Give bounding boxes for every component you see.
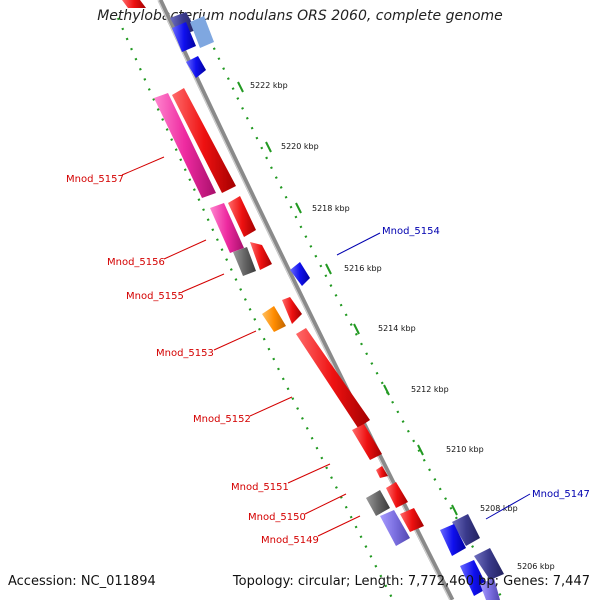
gene-lav-right [480,578,500,600]
gene-mnod-5157 [154,93,216,198]
tick-label-5208: 5208 kbp [480,504,518,513]
gene-blue-right-1 [440,524,466,556]
gene-mnod-5149 [380,510,410,546]
gene-mnod-5150 [366,490,390,516]
gene-red-7 [400,508,424,532]
gene-red-2 [228,196,256,237]
label-mnod-5150[interactable]: Mnod_5150 [248,512,306,523]
gene-slate-right-2 [474,548,504,580]
genome-summary-text: Topology: circular; Length: 7,772,460 bp… [232,574,590,589]
tick-label-5212: 5212 kbp [411,385,449,394]
gene-red-5 [352,424,382,460]
genome-backbone [157,0,455,600]
gene-red-3 [250,242,272,270]
gene-red-4 [282,297,302,324]
tick-label-5214: 5214 kbp [378,324,416,333]
label-mnod-5157[interactable]: Mnod_5157 [66,174,124,185]
tick-label-5206: 5206 kbp [517,562,555,571]
tick-label-5220: 5220 kbp [281,142,319,151]
label-mnod-5152[interactable]: Mnod_5152 [193,414,251,425]
gene-red-large-1 [172,88,236,193]
gene-mnod-5151 [386,482,408,508]
backbone-highlight [157,0,451,600]
label-mnod-5147[interactable]: Mnod_5147 [532,489,590,500]
gene-top-lightblue [190,16,214,48]
gene-mnod-5155 [233,247,256,276]
label-leader-lines [121,156,531,537]
gene-mnod-5152 [296,328,370,428]
gene-mnod-5156 [210,203,244,253]
gene-top-red-partial [122,0,146,8]
label-mnod-5155[interactable]: Mnod_5155 [126,291,184,302]
tick-label-5222: 5222 kbp [250,81,288,90]
gene-blue-right-2 [460,560,488,596]
gene-red-6 [376,466,388,478]
gene-top-blue-1 [172,22,196,52]
accession-text: Accession: NC_011894 [8,574,156,589]
label-mnod-5153[interactable]: Mnod_5153 [156,348,214,359]
gene-mnod-5153 [262,306,286,332]
label-mnod-5154[interactable]: Mnod_5154 [382,226,440,237]
label-mnod-5151[interactable]: Mnod_5151 [231,482,289,493]
gene-mnod-5147 [452,514,480,546]
gene-features [122,0,504,600]
tick-label-5216: 5216 kbp [344,264,382,273]
label-mnod-5149[interactable]: Mnod_5149 [261,535,319,546]
tick-label-5218: 5218 kbp [312,204,350,213]
tick-label-5210: 5210 kbp [446,445,484,454]
gene-mnod-5154 [290,262,310,286]
gene-top-blue-2 [186,56,206,78]
outer-guide-arc [199,17,503,599]
label-mnod-5156[interactable]: Mnod_5156 [107,257,165,268]
